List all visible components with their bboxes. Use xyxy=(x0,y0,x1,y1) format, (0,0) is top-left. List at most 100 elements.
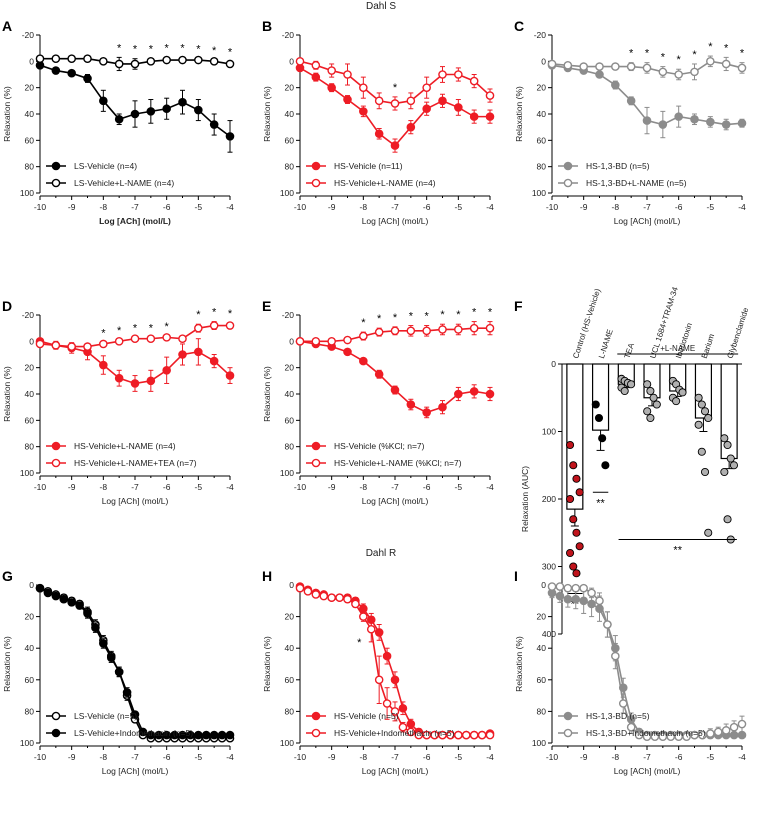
significance-star: * xyxy=(472,307,477,319)
legend-marker xyxy=(563,161,573,171)
data-point xyxy=(737,719,747,729)
significance-star: * xyxy=(708,41,713,53)
significance-star: * xyxy=(165,321,170,333)
data-point xyxy=(390,141,400,150)
y-axis-title: Relaxation (%) xyxy=(2,86,12,142)
x-tick-label: -9 xyxy=(580,752,588,762)
data-point xyxy=(572,474,581,483)
x-tick-label: -8 xyxy=(612,752,620,762)
x-tick-label: -6 xyxy=(163,752,171,762)
y-tick-label: 60 xyxy=(537,135,547,145)
x-axis-title: Log [ACh] (mol/L) xyxy=(362,766,429,776)
x-tick-label: -10 xyxy=(294,482,307,492)
data-point xyxy=(327,83,336,92)
significance-star: * xyxy=(133,44,138,56)
data-point xyxy=(51,54,61,64)
significance-star: * xyxy=(677,54,682,66)
y-tick-label: -20 xyxy=(22,310,35,320)
x-tick-label: -4 xyxy=(226,752,234,762)
y-axis-title: Relaxation (%) xyxy=(262,86,272,142)
data-point xyxy=(461,730,471,740)
data-point xyxy=(359,612,368,621)
data-point xyxy=(209,57,219,66)
category-label: Barium xyxy=(700,332,716,359)
data-point xyxy=(571,594,581,604)
data-point xyxy=(359,107,368,116)
x-tick-label: -6 xyxy=(675,202,683,212)
x-tick-label: -4 xyxy=(226,482,234,492)
y-tick-label: -20 xyxy=(282,30,295,40)
data-point xyxy=(595,62,604,71)
data-point xyxy=(390,326,400,336)
y-tick-label: 20 xyxy=(25,83,35,93)
x-tick-label: -9 xyxy=(68,752,76,762)
data-point xyxy=(575,542,584,551)
legend-label: HS-Vehicle (%KCl; n=7) xyxy=(334,441,425,451)
data-point xyxy=(737,63,747,73)
y-axis-title: Relaxation (%) xyxy=(514,636,524,692)
y-tick-label: 60 xyxy=(285,675,295,685)
x-tick-label: -6 xyxy=(163,202,171,212)
data-point xyxy=(566,494,575,504)
data-point xyxy=(555,582,565,591)
data-point xyxy=(43,588,53,598)
x-tick-label: -5 xyxy=(195,752,203,762)
legend-marker xyxy=(51,178,61,188)
data-point xyxy=(130,109,140,119)
y-tick-label: 100 xyxy=(542,427,556,437)
y-tick-label: 80 xyxy=(537,162,547,172)
data-point xyxy=(611,80,620,90)
significance-star: ** xyxy=(673,545,682,557)
legend-marker xyxy=(51,441,61,451)
legend-label: HS-Vehicle+Indomethacin (n=5) xyxy=(334,728,455,738)
data-point xyxy=(422,408,431,417)
significance-star: * xyxy=(196,44,201,56)
data-point xyxy=(343,335,352,345)
y-axis-title: Relaxation (%) xyxy=(514,86,524,142)
data-point xyxy=(646,413,655,423)
category-label: Control (HS-Vehicle) xyxy=(571,287,602,359)
data-point xyxy=(422,104,431,114)
y-tick-label: 20 xyxy=(537,83,547,93)
significance-star: * xyxy=(196,309,201,321)
y-tick-label: 0 xyxy=(289,580,294,590)
data-point xyxy=(690,730,699,740)
y-tick-label: -20 xyxy=(534,30,547,40)
panel-e: E -20 0 20 40 60 80 100-10 -9 -8 -7 -6 -5 -4 Relaxatio… xyxy=(262,298,495,506)
data-point xyxy=(700,407,710,416)
y-axis-title: Relaxation (%) xyxy=(2,366,12,422)
data-point xyxy=(99,360,108,370)
x-tick-label: -7 xyxy=(391,202,399,212)
data-point xyxy=(146,107,156,116)
y-tick-label: 0 xyxy=(289,336,294,346)
legend-label: LS-Vehicle+L-NAME (n=4) xyxy=(74,178,174,188)
data-point xyxy=(99,57,108,66)
panel-letter: F xyxy=(514,298,523,314)
significance-star: * xyxy=(228,308,233,320)
significance-star: * xyxy=(425,311,430,323)
data-point xyxy=(720,467,729,477)
data-point xyxy=(697,400,706,409)
data-point xyxy=(469,730,479,740)
series-2 xyxy=(35,583,235,740)
series-2 xyxy=(295,321,495,346)
data-point xyxy=(327,337,336,346)
data-point xyxy=(146,376,156,386)
data-point xyxy=(626,722,636,732)
data-point xyxy=(690,67,699,77)
data-point xyxy=(217,730,227,740)
series-2 xyxy=(35,54,235,72)
x-tick-label: -8 xyxy=(612,202,620,212)
data-point xyxy=(311,590,321,599)
legend-marker xyxy=(311,458,321,468)
data-point xyxy=(225,730,235,740)
data-point xyxy=(634,730,644,740)
y-tick-label: 0 xyxy=(289,56,294,66)
data-point xyxy=(359,83,368,92)
data-point xyxy=(178,730,187,740)
data-point xyxy=(650,732,660,741)
data-point xyxy=(555,591,565,601)
y-tick-label: 40 xyxy=(25,389,35,399)
data-point xyxy=(162,333,171,342)
